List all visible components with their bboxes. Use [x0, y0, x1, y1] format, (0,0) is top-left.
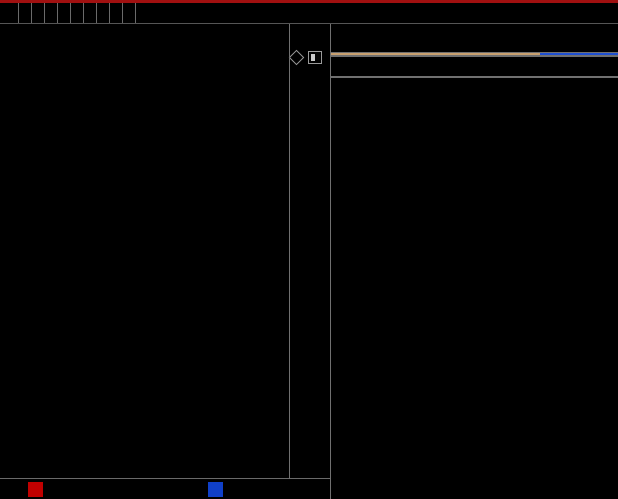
badge-zhang[interactable] [28, 482, 43, 497]
toolbar-button-fuquan[interactable] [18, 3, 32, 23]
orderbook-divider [331, 53, 618, 55]
toolbar [0, 3, 618, 24]
stock-title [136, 3, 158, 23]
layout-toggle-icon[interactable] [308, 51, 322, 64]
toolbar-button-biaoji[interactable] [97, 3, 110, 23]
toolbar-button-tongji[interactable] [58, 3, 71, 23]
main-split [0, 24, 618, 499]
trading-status-row [331, 57, 618, 76]
last-price-row [331, 24, 618, 53]
toolbar-button-add-zixuan[interactable] [110, 3, 123, 23]
kline-canvas[interactable] [0, 24, 289, 479]
toolbar-button-f10[interactable] [84, 3, 97, 23]
price-axis [289, 24, 330, 479]
toolbar-button-huaxian[interactable] [71, 3, 84, 23]
quote-panel [330, 24, 618, 499]
top-accent-bar [0, 0, 618, 3]
kline-chart-pane[interactable] [0, 24, 330, 499]
toolbar-button-duogu[interactable] [45, 3, 58, 23]
status-divider [331, 56, 618, 57]
toolbar-button-diejia[interactable] [32, 3, 45, 23]
flow-divider [331, 76, 618, 77]
stats-divider-top [331, 55, 618, 56]
toolbar-button-fanhui[interactable] [123, 3, 136, 23]
badge-cai[interactable] [208, 482, 223, 497]
chart-bottom-divider [0, 478, 330, 479]
ticks-divider [331, 77, 618, 78]
